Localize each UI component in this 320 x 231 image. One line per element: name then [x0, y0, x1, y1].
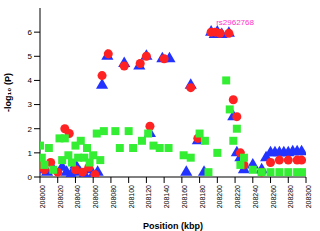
svg-text:rs2962768: rs2962768 — [216, 18, 254, 27]
svg-text:-log₁₀ (P): -log₁₀ (P) — [8, 73, 13, 112]
svg-text:4: 4 — [28, 76, 33, 85]
svg-text:208000: 208000 — [39, 185, 46, 208]
svg-text:208060: 208060 — [92, 185, 99, 208]
svg-text:1: 1 — [28, 149, 33, 158]
svg-text:208180: 208180 — [199, 185, 206, 208]
svg-text:208080: 208080 — [110, 185, 117, 208]
svg-text:208040: 208040 — [74, 185, 81, 208]
svg-text:208240: 208240 — [252, 185, 259, 208]
svg-text:208140: 208140 — [163, 185, 170, 208]
svg-text:208120: 208120 — [145, 185, 152, 208]
svg-text:208160: 208160 — [181, 185, 188, 208]
svg-text:208280: 208280 — [287, 185, 294, 208]
svg-text:208260: 208260 — [270, 185, 277, 208]
svg-text:208100: 208100 — [128, 185, 135, 208]
svg-text:208200: 208200 — [216, 185, 223, 208]
svg-text:5: 5 — [28, 52, 33, 61]
svg-text:208220: 208220 — [234, 185, 241, 208]
svg-text:3: 3 — [28, 100, 33, 109]
svg-text:208300: 208300 — [305, 185, 312, 208]
svg-text:Position (kbp): Position (kbp) — [143, 221, 203, 231]
svg-text:0: 0 — [28, 173, 33, 182]
svg-text:2: 2 — [28, 125, 33, 134]
svg-text:208020: 208020 — [57, 185, 64, 208]
svg-text:6: 6 — [28, 28, 33, 37]
